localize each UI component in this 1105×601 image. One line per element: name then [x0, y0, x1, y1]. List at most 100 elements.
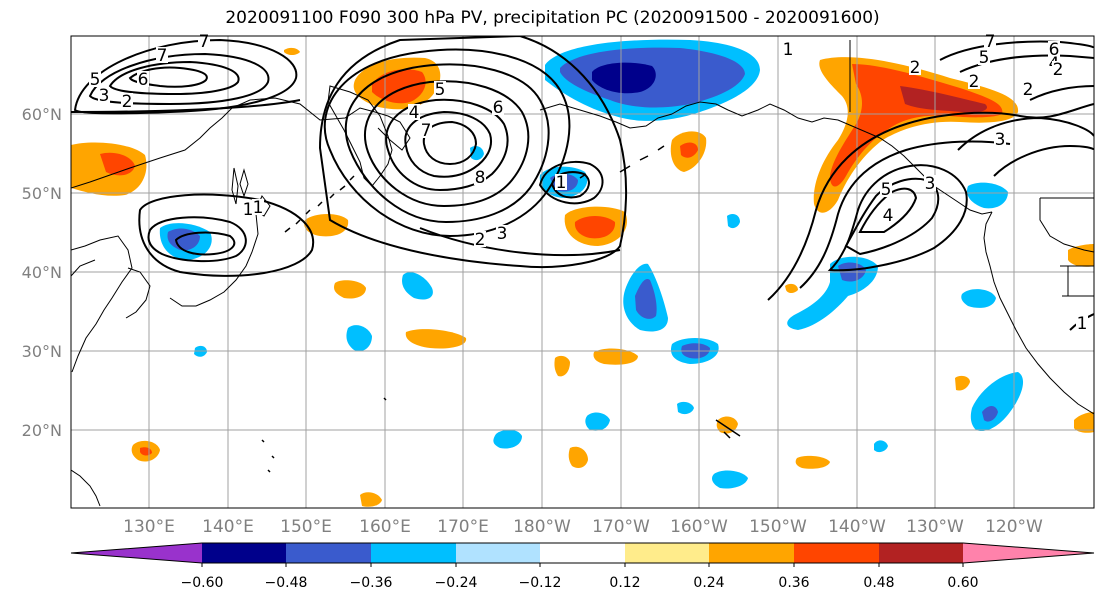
contour-label-background	[978, 49, 990, 65]
contour-label: 7	[199, 32, 210, 52]
contour-label-background	[984, 33, 996, 49]
colorbar-tick-label: −0.12	[519, 575, 562, 591]
lon-label-170e: 170°E	[437, 517, 489, 537]
colorbar-extend-low	[71, 543, 202, 563]
contour-label-background	[782, 41, 794, 57]
contour-label-background	[98, 87, 110, 103]
contour-label-background	[496, 225, 508, 241]
contour-label-background	[882, 207, 894, 223]
contour-label-background	[924, 175, 936, 191]
lat-label-20: 20°N	[22, 421, 62, 440]
contour-label: 3	[925, 174, 936, 194]
contour-label: 4	[409, 103, 420, 123]
contour-label: 3	[99, 86, 110, 106]
contour-label-background	[909, 59, 921, 75]
colorbar-extend-high	[963, 543, 1094, 563]
contour-label: 7	[157, 46, 168, 66]
lon-label-130w: 130°W	[906, 517, 964, 537]
lat-label-60: 60°N	[22, 105, 62, 124]
contour-label: 5	[979, 48, 990, 68]
graticule	[71, 36, 1094, 508]
contour-label-background	[198, 33, 210, 49]
contour-label: 7	[985, 32, 996, 52]
contour-label: 2	[910, 58, 921, 78]
longitude-labels: 130°E 140°E 150°E 160°E 170°E 180°W 170°…	[123, 517, 1043, 537]
lon-label-120w: 120°W	[985, 517, 1043, 537]
contour-label: 4	[883, 206, 894, 226]
colorbar-segment	[456, 543, 540, 563]
colorbar-segment	[879, 543, 963, 563]
pv-contours	[71, 36, 1094, 331]
colorbar-tick-label: −0.48	[265, 575, 308, 591]
contour-label-background	[1022, 81, 1034, 97]
contour-labels: 765327614578231122534765432121	[89, 32, 1088, 334]
contour-label: 1	[1077, 314, 1088, 334]
contour-label: 7	[421, 121, 432, 141]
contour-label: 1	[783, 40, 794, 60]
lat-label-30: 30°N	[22, 342, 62, 361]
contour-label: 1	[253, 198, 264, 218]
contour-label-background	[555, 174, 567, 190]
contour-label: 5	[90, 70, 101, 90]
contour-label-background	[434, 81, 446, 97]
contour-label-background	[492, 99, 504, 115]
contour-label: 2	[1053, 60, 1064, 80]
contour-label-background	[89, 71, 101, 87]
contour-label: 3	[497, 224, 508, 244]
colorbar-segment	[794, 543, 879, 563]
colorbar-tick-label: 0.60	[947, 575, 978, 591]
contour-label: 6	[138, 70, 149, 90]
lon-label-170w: 170°W	[592, 517, 650, 537]
contour-label: 2	[122, 92, 133, 112]
contour-label-background	[968, 73, 980, 89]
contour-label: 1	[556, 173, 567, 193]
colorbar-tick-label: 0.36	[778, 575, 809, 591]
contour-label-background	[1076, 315, 1088, 331]
colorbar-tick-label: 0.48	[863, 575, 894, 591]
contour-label-background	[156, 47, 168, 63]
colorbar-segment	[709, 543, 794, 563]
map-frame	[70, 35, 1095, 509]
contour-label-background	[252, 199, 264, 215]
colorbar	[70, 542, 1095, 567]
contour-label-background	[474, 231, 486, 247]
contour-label: 2	[1023, 80, 1034, 100]
colorbar-tick-label: 0.12	[609, 575, 640, 591]
colorbar-ticks: −0.60 −0.48 −0.36 −0.24 −0.12 0.12 0.24 …	[181, 575, 979, 591]
lon-label-180w: 180°W	[513, 517, 571, 537]
contour-label-background	[994, 131, 1006, 147]
contour-label: 2	[969, 72, 980, 92]
contour-label-background	[420, 122, 432, 138]
lon-label-160w: 160°W	[670, 517, 728, 537]
contour-label-background	[880, 181, 892, 197]
lon-label-150e: 150°E	[280, 517, 332, 537]
contour-label: 8	[475, 168, 486, 188]
contour-label: 1	[243, 200, 254, 220]
contour-label-background	[1052, 61, 1064, 77]
contour-label-background	[121, 93, 133, 109]
lon-label-150w: 150°W	[749, 517, 807, 537]
colorbar-tick-label: 0.24	[693, 575, 724, 591]
lon-label-130e: 130°E	[123, 517, 175, 537]
colorbar-tick-label: −0.24	[435, 575, 478, 591]
contour-label: 5	[881, 180, 892, 200]
precipitation-shading	[71, 39, 1094, 507]
lon-label-140w: 140°W	[828, 517, 886, 537]
contour-label: 3	[995, 130, 1006, 150]
colorbar-tick-label: −0.60	[181, 575, 224, 591]
contour-label: 5	[435, 80, 446, 100]
contour-label-background	[1048, 41, 1060, 57]
contour-label-background	[474, 169, 486, 185]
colorbar-tick-label: −0.36	[350, 575, 393, 591]
lon-label-140e: 140°E	[202, 517, 254, 537]
contour-label: 2	[475, 230, 486, 250]
lat-label-50: 50°N	[22, 184, 62, 203]
colorbar-segment	[286, 543, 371, 563]
contour-label-background	[408, 104, 420, 120]
latitude-labels: 60°N 50°N 40°N 30°N 20°N	[22, 105, 62, 440]
colorbar-segment	[625, 543, 709, 563]
lat-label-40: 40°N	[22, 263, 62, 282]
colorbar-segment	[540, 543, 625, 563]
lon-label-160e: 160°E	[359, 517, 411, 537]
